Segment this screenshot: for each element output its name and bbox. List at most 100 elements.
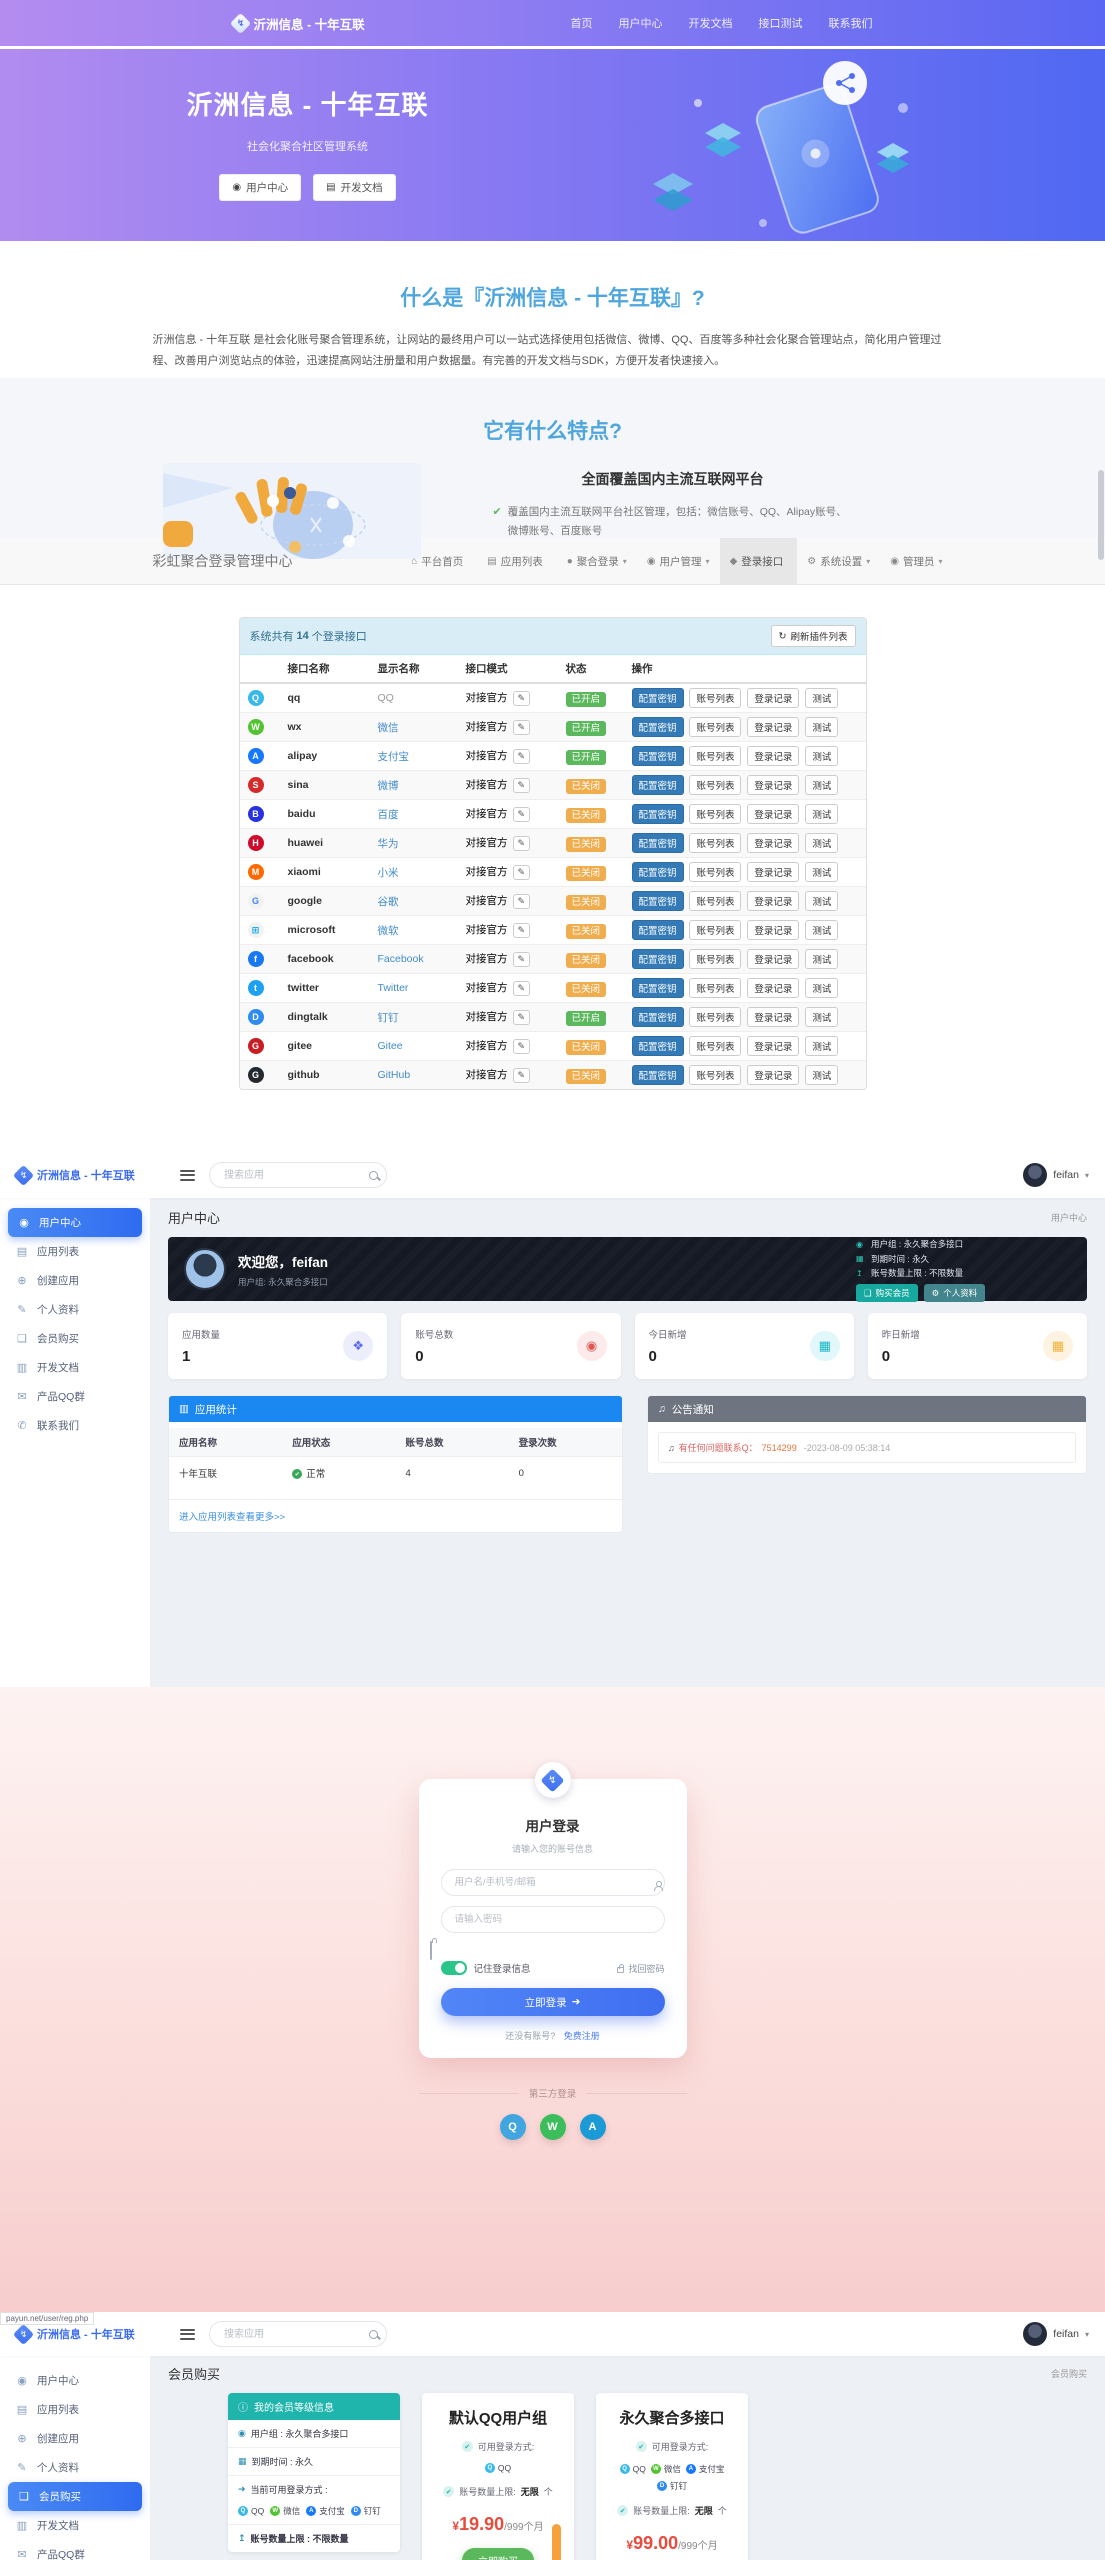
- test-button[interactable]: 测试: [805, 688, 839, 708]
- test-button[interactable]: 测试: [805, 746, 839, 766]
- user-menu[interactable]: feifan ▾: [1023, 2322, 1089, 2346]
- login-records-button[interactable]: 登录记录: [747, 920, 800, 940]
- configure-key-button[interactable]: 配置密钥: [631, 1007, 684, 1027]
- edit-mode-icon[interactable]: ✎: [512, 691, 531, 706]
- display-name-link[interactable]: 微博: [377, 779, 399, 792]
- display-name-link[interactable]: 支付宝: [377, 750, 410, 763]
- login-records-button[interactable]: 登录记录: [747, 717, 800, 737]
- buy-member-button[interactable]: ❑ 购买会员: [856, 1284, 918, 1303]
- register-link[interactable]: 免费注册: [563, 2031, 600, 2041]
- admin-nav-link[interactable]: ⌂ 平台首页: [401, 538, 477, 584]
- test-button[interactable]: 测试: [805, 891, 839, 911]
- login-records-button[interactable]: 登录记录: [747, 1065, 800, 1085]
- edit-mode-icon[interactable]: ✎: [512, 952, 531, 967]
- edit-mode-icon[interactable]: ✎: [512, 1068, 531, 1083]
- edit-mode-icon[interactable]: ✎: [512, 749, 531, 764]
- nav-link[interactable]: 首页: [570, 18, 593, 30]
- account-list-button[interactable]: 账号列表: [689, 746, 742, 766]
- account-list-button[interactable]: 账号列表: [689, 804, 742, 824]
- social-login-button[interactable]: W: [539, 2114, 566, 2140]
- display-name-link[interactable]: Facebook: [377, 953, 424, 965]
- hamburger-menu-icon[interactable]: [180, 2326, 195, 2342]
- configure-key-button[interactable]: 配置密钥: [631, 775, 684, 795]
- refresh-plugins-button[interactable]: ↻ 刷新插件列表: [770, 625, 856, 647]
- admin-nav-link[interactable]: ⚙ 系统设置 ▾: [797, 538, 880, 584]
- login-records-button[interactable]: 登录记录: [747, 862, 800, 882]
- scrollbar-thumb[interactable]: [1098, 470, 1104, 560]
- social-login-button[interactable]: Q: [499, 2114, 526, 2140]
- configure-key-button[interactable]: 配置密钥: [631, 891, 684, 911]
- account-list-button[interactable]: 账号列表: [689, 1007, 742, 1027]
- edit-mode-icon[interactable]: ✎: [512, 1010, 531, 1025]
- profile-button[interactable]: ⚙ 个人资料: [923, 1284, 986, 1303]
- search-input[interactable]: [222, 2327, 369, 2341]
- display-name-link[interactable]: 微信: [377, 721, 399, 734]
- sidebar-item[interactable]: ◉ 用户中心: [8, 1208, 142, 1237]
- edit-mode-icon[interactable]: ✎: [512, 778, 531, 793]
- display-name-link[interactable]: 钉钉: [377, 1011, 399, 1024]
- sidebar-item[interactable]: ▤ 应用列表: [0, 1237, 150, 1266]
- account-list-button[interactable]: 账号列表: [689, 949, 742, 969]
- test-button[interactable]: 测试: [805, 949, 839, 969]
- sidebar-item[interactable]: ▤ 应用列表: [0, 2395, 150, 2424]
- login-submit-button[interactable]: 立即登录 ➜: [440, 1988, 665, 2016]
- admin-nav-link[interactable]: ▤ 应用列表: [477, 538, 556, 584]
- login-records-button[interactable]: 登录记录: [747, 746, 800, 766]
- search-input[interactable]: [222, 1168, 369, 1182]
- dashboard-logo[interactable]: ↯ 沂洲信息 - 十年互联: [12, 1164, 166, 1186]
- edit-mode-icon[interactable]: ✎: [512, 807, 531, 822]
- login-records-button[interactable]: 登录记录: [747, 833, 800, 853]
- display-name-link[interactable]: 微软: [377, 924, 399, 937]
- sidebar-item[interactable]: ⊕ 创建应用: [0, 1266, 150, 1295]
- configure-key-button[interactable]: 配置密钥: [631, 949, 684, 969]
- sidebar-item[interactable]: ✆ 联系我们: [0, 1411, 150, 1440]
- login-records-button[interactable]: 登录记录: [747, 775, 800, 795]
- display-name-link[interactable]: QQ: [377, 692, 394, 704]
- edit-mode-icon[interactable]: ✎: [512, 865, 531, 880]
- sidebar-item[interactable]: ✎ 个人资料: [0, 2453, 150, 2482]
- remember-toggle[interactable]: [440, 1961, 467, 1975]
- display-name-link[interactable]: Gitee: [377, 1040, 403, 1052]
- admin-nav-link[interactable]: ◉ 用户管理 ▾: [637, 538, 720, 584]
- username-field[interactable]: [440, 1869, 665, 1896]
- sidebar-item[interactable]: ⊕ 创建应用: [0, 2424, 150, 2453]
- hero-user-center-button[interactable]: ◉ 用户中心: [219, 174, 302, 201]
- configure-key-button[interactable]: 配置密钥: [631, 862, 684, 882]
- admin-nav-link[interactable]: ◆ 登录接口: [719, 538, 798, 584]
- search-icon[interactable]: [369, 2329, 378, 2339]
- configure-key-button[interactable]: 配置密钥: [631, 688, 684, 708]
- test-button[interactable]: 测试: [805, 1065, 839, 1085]
- dashboard-logo[interactable]: ↯ 沂洲信息 - 十年互联: [12, 2323, 166, 2345]
- configure-key-button[interactable]: 配置密钥: [631, 1036, 684, 1056]
- floating-exclamation-widget[interactable]: [552, 2524, 562, 2560]
- admin-brand[interactable]: 彩虹聚合登录管理中心: [152, 553, 293, 569]
- social-login-button[interactable]: A: [579, 2114, 606, 2140]
- configure-key-button[interactable]: 配置密钥: [631, 746, 684, 766]
- account-list-button[interactable]: 账号列表: [689, 688, 742, 708]
- test-button[interactable]: 测试: [805, 1036, 839, 1056]
- site-logo[interactable]: ↯ 沂洲信息 - 十年互联: [229, 12, 365, 34]
- account-list-button[interactable]: 账号列表: [689, 891, 742, 911]
- edit-mode-icon[interactable]: ✎: [512, 720, 531, 735]
- sidebar-item[interactable]: ❑ 会员购买: [0, 1324, 150, 1353]
- hero-docs-button[interactable]: ▤ 开发文档: [313, 174, 396, 201]
- test-button[interactable]: 测试: [805, 978, 839, 998]
- admin-nav-link[interactable]: ● 聚合登录 ▾: [557, 538, 637, 584]
- nav-link[interactable]: 联系我们: [828, 18, 873, 30]
- plan-action-button[interactable]: 立即购买: [462, 2548, 534, 2560]
- account-list-button[interactable]: 账号列表: [689, 1036, 742, 1056]
- test-button[interactable]: 测试: [805, 775, 839, 795]
- sidebar-item[interactable]: ✎ 个人资料: [0, 1295, 150, 1324]
- password-field[interactable]: [440, 1906, 665, 1933]
- test-button[interactable]: 测试: [805, 1007, 839, 1027]
- display-name-link[interactable]: 华为: [377, 837, 399, 850]
- account-list-button[interactable]: 账号列表: [689, 775, 742, 795]
- test-button[interactable]: 测试: [805, 833, 839, 853]
- admin-nav-link[interactable]: ◉ 管理员 ▾: [880, 538, 952, 584]
- search-icon[interactable]: [369, 1170, 378, 1180]
- edit-mode-icon[interactable]: ✎: [512, 981, 531, 996]
- nav-link[interactable]: 接口测试: [758, 18, 803, 30]
- configure-key-button[interactable]: 配置密钥: [631, 804, 684, 824]
- login-records-button[interactable]: 登录记录: [747, 1007, 800, 1027]
- login-records-button[interactable]: 登录记录: [747, 1036, 800, 1056]
